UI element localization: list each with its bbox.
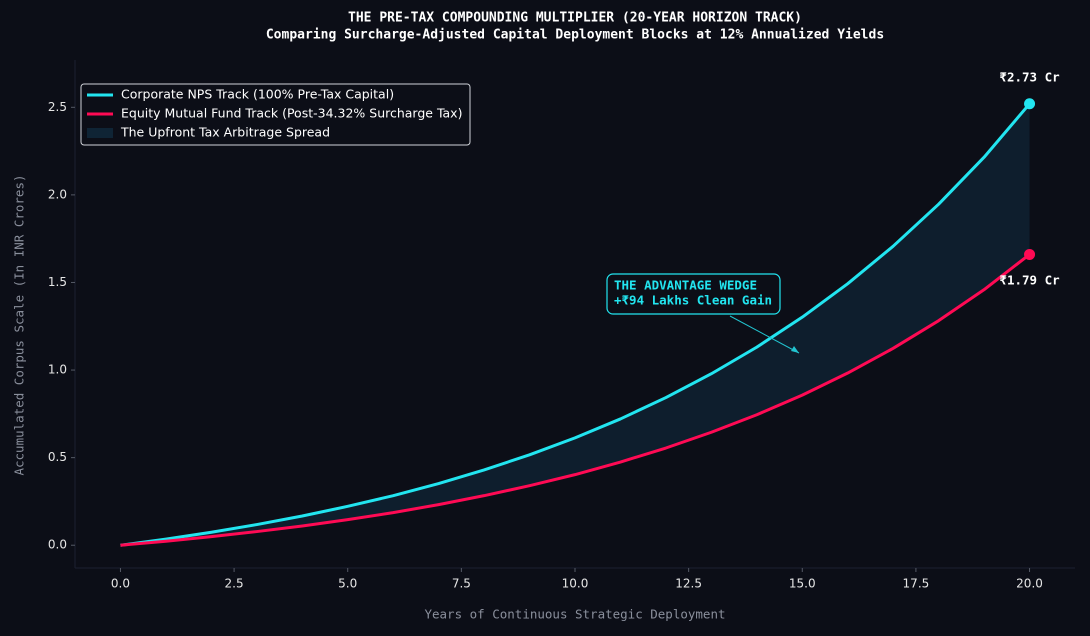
y-axis-label: Accumulated Corpus Scale (In INR Crores) — [12, 174, 27, 475]
annotation-arrow — [729, 315, 800, 354]
end-marker — [1024, 248, 1036, 260]
x-tick-label: 2.5 — [225, 577, 244, 591]
series-line — [120, 253, 1031, 547]
x-tick-label: 15.0 — [789, 577, 816, 591]
annotation-text: +₹94 Lakhs Clean Gain — [614, 293, 772, 308]
legend-label: Corporate NPS Track (100% Pre-Tax Capita… — [121, 87, 394, 102]
x-tick-label: 12.5 — [675, 577, 702, 591]
legend-box — [80, 83, 471, 146]
y-tick-label: 1.0 — [48, 363, 67, 377]
x-tick-label: 10.0 — [562, 577, 589, 591]
legend-label: The Upfront Tax Arbitrage Spread — [120, 125, 330, 140]
chart-title: THE PRE-TAX COMPOUNDING MULTIPLIER (20-Y… — [348, 11, 802, 26]
end-marker — [1024, 98, 1036, 110]
annotation-box — [606, 273, 781, 315]
x-axis-label: Years of Continuous Strategic Deployment — [424, 607, 725, 622]
y-tick-label: 0.0 — [48, 538, 67, 552]
y-tick-label: 2.5 — [48, 100, 67, 114]
annotation-text: THE ADVANTAGE WEDGE — [614, 278, 757, 293]
x-tick-label: 5.0 — [338, 577, 357, 591]
y-tick-label: 2.0 — [48, 187, 67, 201]
end-label: ₹1.79 Cr — [999, 273, 1060, 288]
series-line — [120, 102, 1031, 547]
legend-swatch — [87, 128, 113, 138]
spread-area — [120, 103, 1030, 546]
x-tick-label: 7.5 — [452, 577, 471, 591]
chart-subtitle: Comparing Surcharge-Adjusted Capital Dep… — [266, 28, 884, 43]
x-tick-label: 17.5 — [903, 577, 930, 591]
y-tick-label: 1.5 — [48, 275, 67, 289]
x-tick-label: 0.0 — [111, 577, 130, 591]
annotation-arrowhead — [791, 346, 799, 353]
end-label: ₹2.73 Cr — [999, 70, 1060, 85]
x-tick-label: 20.0 — [1016, 577, 1043, 591]
legend-label: Equity Mutual Fund Track (Post-34.32% Su… — [121, 106, 462, 121]
y-tick-label: 0.5 — [48, 450, 67, 464]
